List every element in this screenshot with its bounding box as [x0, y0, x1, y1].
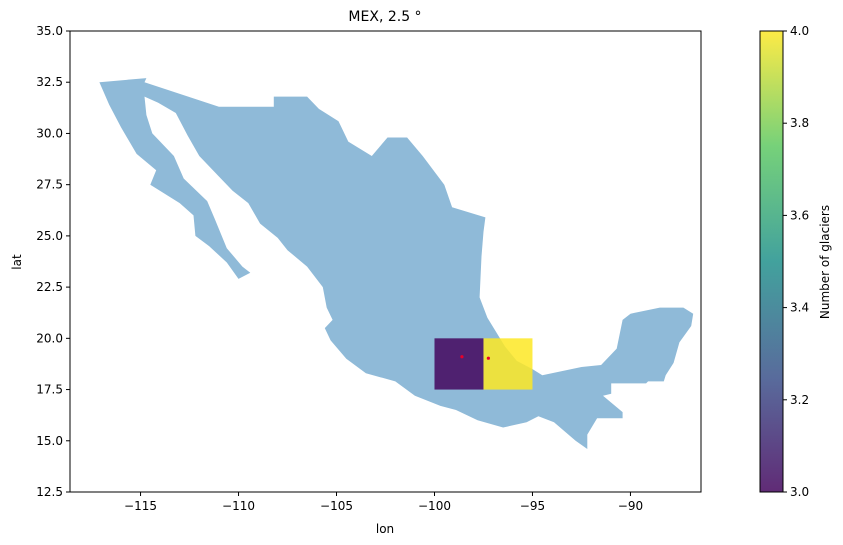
glacier-point-2: [486, 356, 490, 360]
colorbar-ticks: 3.0 3.2 3.4 3.6 3.8 4.0: [783, 24, 809, 499]
plot-area: [69, 30, 702, 493]
colorbar-tick-label: 3.8: [790, 116, 809, 130]
y-tick-label: 32.5: [36, 75, 63, 89]
colorbar-tick-label: 3.6: [790, 208, 809, 222]
colorbar-tick-label: 3.2: [790, 393, 809, 407]
heatmap-cells: [434, 338, 533, 390]
y-tick-label: 35.0: [36, 24, 63, 38]
y-tick-label: 22.5: [36, 280, 63, 294]
colorbar-gradient: [760, 31, 783, 492]
x-tick-label: −95: [520, 499, 545, 513]
x-axis: −115 −110 −105 −100 −95 −90: [124, 492, 643, 513]
chart-title: MEX, 2.5 °: [348, 9, 421, 25]
y-axis-label: lat: [10, 254, 24, 270]
y-tick-label: 15.0: [36, 434, 63, 448]
plot-frame: [69, 30, 702, 493]
y-tick-label: 27.5: [36, 178, 63, 192]
y-axis: 12.5 15.0 17.5 20.0 22.5 25.0 27.5 30.0 32.5 35.0: [36, 24, 70, 499]
x-tick-label: −115: [124, 499, 157, 513]
y-tick-label: 25.0: [36, 229, 63, 243]
x-tick-label: −105: [320, 499, 353, 513]
colorbar-tick-label: 3.4: [790, 301, 809, 315]
mexico-country-shape: [99, 78, 694, 449]
y-tick-label: 20.0: [36, 331, 63, 345]
colorbar-tick-label: 3.0: [790, 485, 809, 499]
x-tick-label: −110: [222, 499, 255, 513]
heatmap-cell-1: [434, 338, 484, 390]
x-tick-label: −100: [418, 499, 451, 513]
y-tick-label: 30.0: [36, 126, 63, 140]
colorbar-frame: [759, 30, 784, 493]
colorbar-label: Number of glaciers: [818, 205, 832, 319]
heatmap-cell-2: [483, 338, 533, 390]
x-tick-label: −90: [618, 499, 643, 513]
y-tick-label: 12.5: [36, 485, 63, 499]
glacier-points: [460, 355, 490, 360]
colorbar: 3.0 3.2 3.4 3.6 3.8 4.0 Number of glaciers: [759, 24, 832, 499]
glacier-point-1: [460, 355, 464, 359]
y-tick-label: 17.5: [36, 383, 63, 397]
colorbar-tick-label: 4.0: [790, 24, 809, 38]
x-axis-label: lon: [376, 522, 394, 536]
